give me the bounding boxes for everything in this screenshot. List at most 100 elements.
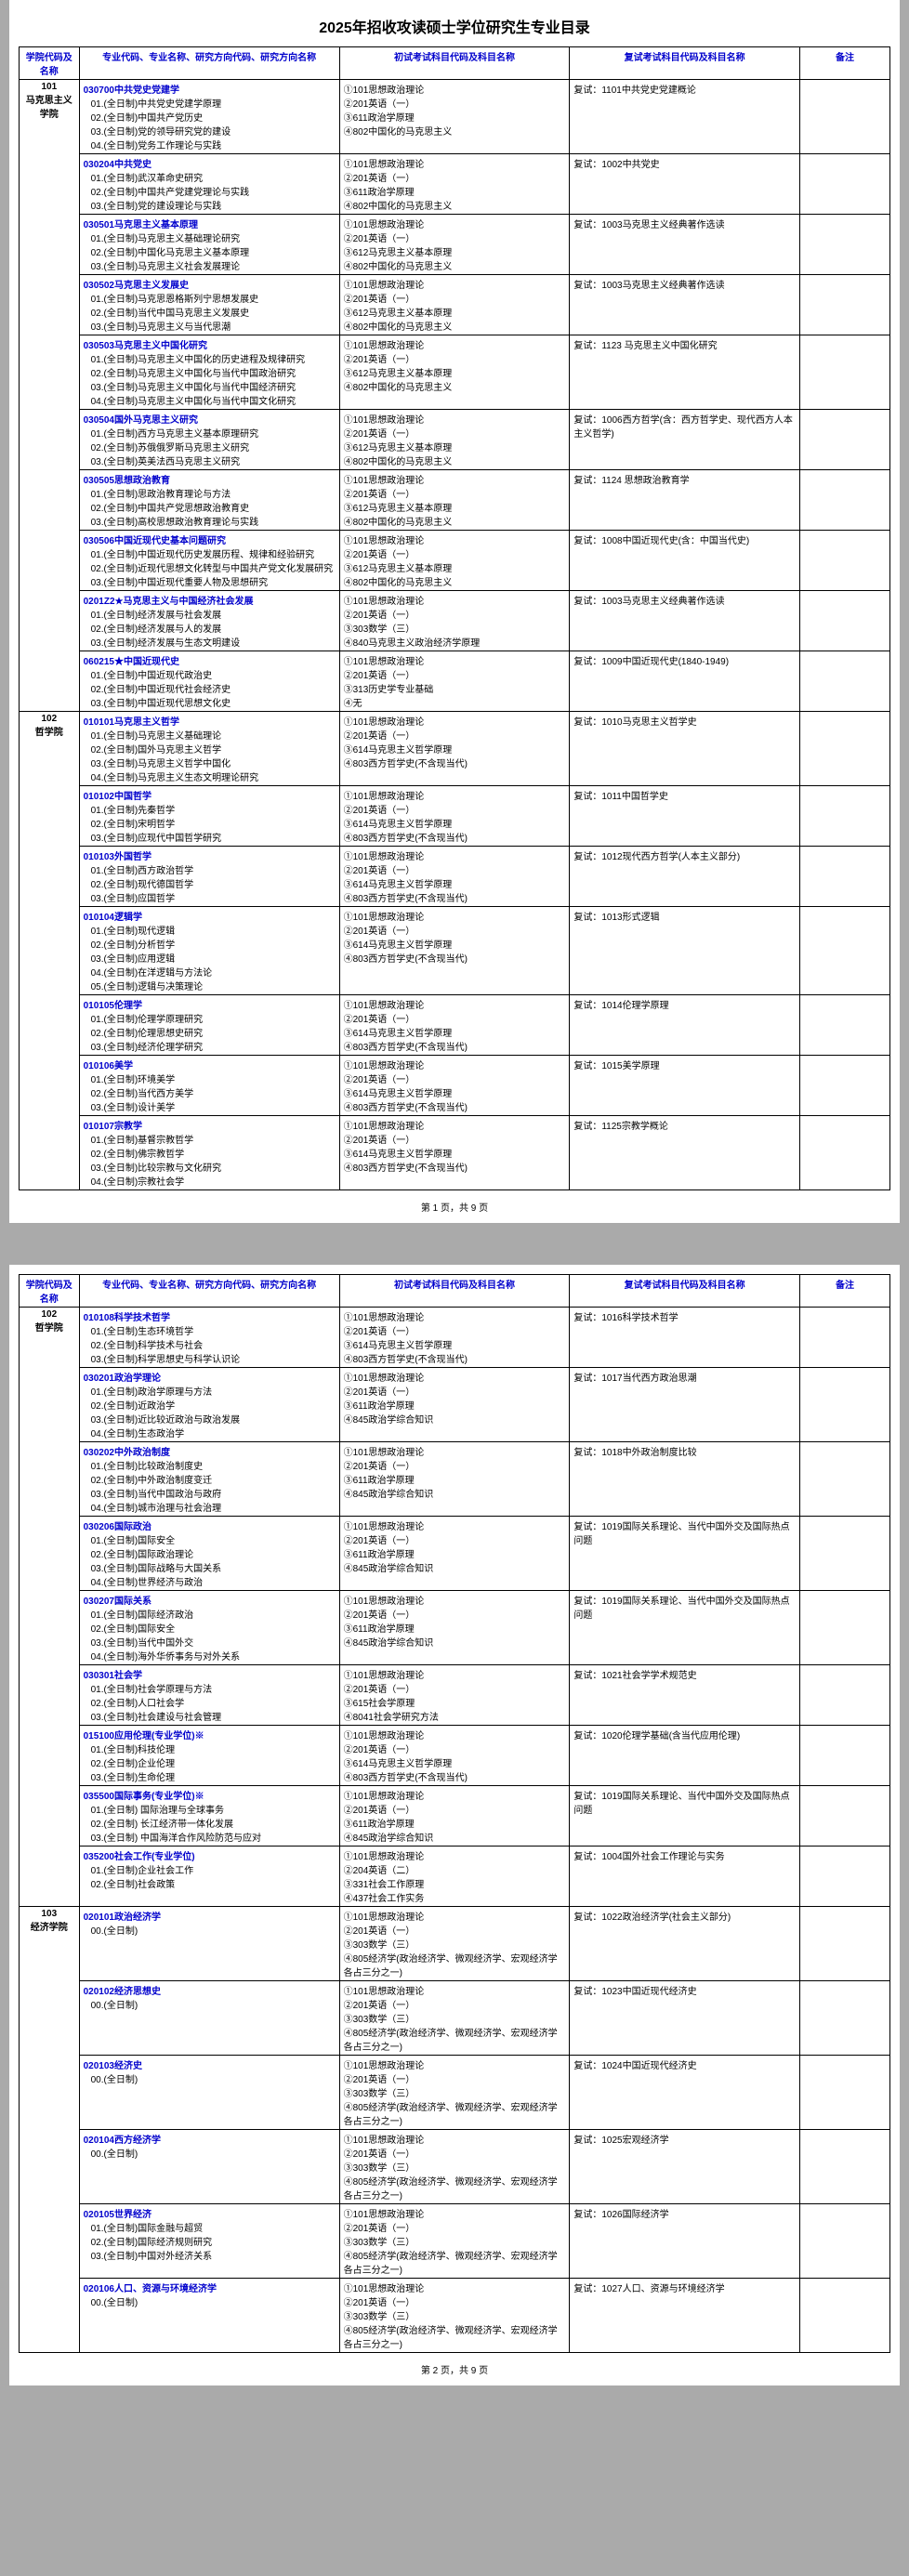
retest-cell: 复试：1023中国近现代经济史 [570,1981,800,2056]
retest-cell: 复试：1019国际关系理论、当代中国外交及国际热点问题 [570,1786,800,1847]
remark-cell [800,847,890,907]
major-cell: 010104逻辑学01.(全日制)现代逻辑02.(全日制)分析哲学03.(全日制… [79,907,339,995]
prelim-cell: ①101思想政治理论②201英语（一）③303数学（三）④840马克思主义政治经… [339,591,570,651]
retest-cell: 复试：1019国际关系理论、当代中国外交及国际热点问题 [570,1517,800,1591]
page-footer-2: 第 2 页，共 9 页 [19,2362,890,2376]
major-cell: 030501马克思主义基本原理01.(全日制)马克思主义基础理论研究02.(全日… [79,215,339,275]
remark-cell [800,995,890,1056]
major-cell: 030506中国近现代史基本问题研究01.(全日制)中国近现代历史发展历程、规律… [79,531,339,591]
retest-cell: 复试：1003马克思主义经典著作选读 [570,215,800,275]
prelim-cell: ①101思想政治理论②201英语（一）③611政治学原理④845政治学综合知识 [339,1591,570,1665]
retest-cell: 复试：1017当代西方政治思潮 [570,1368,800,1442]
remark-cell [800,215,890,275]
retest-cell: 复试：1014伦理学原理 [570,995,800,1056]
remark-cell [800,907,890,995]
retest-cell: 复试：1018中外政治制度比较 [570,1442,800,1517]
remark-cell [800,1591,890,1665]
prelim-cell: ①101思想政治理论②201英语（一）③614马克思主义哲学原理④803西方哲学… [339,786,570,847]
major-cell: 020103经济史00.(全日制) [79,2056,339,2130]
prelim-cell: ①101思想政治理论②201英语（一）③303数学（三）④805经济学(政治经济… [339,1981,570,2056]
prelim-cell: ①101思想政治理论②201英语（一）③614马克思主义哲学原理④803西方哲学… [339,712,570,786]
hdr-remark: 备注 [800,47,890,80]
prelim-cell: ①101思想政治理论②201英语（一）③612马克思主义基本原理④802中国化的… [339,215,570,275]
major-cell: 030202中外政治制度01.(全日制)比较政治制度史02.(全日制)中外政治制… [79,1442,339,1517]
prelim-cell: ①101思想政治理论②201英语（一）③303数学（三）④805经济学(政治经济… [339,1907,570,1981]
remark-cell [800,2279,890,2353]
retest-cell: 复试：1024中国近现代经济史 [570,2056,800,2130]
major-cell: 020105世界经济01.(全日制)国际金融与超贸02.(全日制)国际经济规则研… [79,2204,339,2279]
prelim-cell: ①101思想政治理论②201英语（一）③614马克思主义哲学原理④803西方哲学… [339,995,570,1056]
retest-cell: 复试：1021社会学学术规范史 [570,1665,800,1726]
college-cell: 101马克思主义学院 [20,80,80,712]
prelim-cell: ①101思想政治理论②201英语（一）③612马克思主义基本原理④802中国化的… [339,275,570,335]
retest-cell: 复试：1003马克思主义经典著作选读 [570,275,800,335]
college-cell: 103经济学院 [20,1907,80,2353]
retest-cell: 复试：1013形式逻辑 [570,907,800,995]
hdr-college: 学院代码及名称 [20,47,80,80]
prelim-cell: ①101思想政治理论②201英语（一）③614马克思主义哲学原理④803西方哲学… [339,1726,570,1786]
prelim-cell: ①101思想政治理论②201英语（一）③615社会学原理④8041社会学研究方法 [339,1665,570,1726]
major-cell: 0201Z2★马克思主义与中国经济社会发展01.(全日制)经济发展与社会发展02… [79,591,339,651]
prelim-cell: ①101思想政治理论②201英语（一）③303数学（三）④805经济学(政治经济… [339,2130,570,2204]
doc-title: 2025年招收攻读硕士学位研究生专业目录 [19,15,890,37]
remark-cell [800,1116,890,1190]
major-cell: 020101政治经济学00.(全日制) [79,1907,339,1981]
remark-cell [800,154,890,215]
major-cell: 030301社会学01.(全日制)社会学原理与方法02.(全日制)人口社会学03… [79,1665,339,1726]
major-cell: 030700中共党史党建学01.(全日制)中共党史党建学原理02.(全日制)中国… [79,80,339,154]
remark-cell [800,2130,890,2204]
retest-cell: 复试：1022政治经济学(社会主义部分) [570,1907,800,1981]
retest-cell: 复试：1020伦理学基础(含当代应用伦理) [570,1726,800,1786]
prelim-cell: ①101思想政治理论②201英语（一）③303数学（三）④805经济学(政治经济… [339,2279,570,2353]
catalog-table-2: 学院代码及名称 专业代码、专业名称、研究方向代码、研究方向名称 初试考试科目代码… [19,1274,890,2353]
prelim-cell: ①101思想政治理论②201英语（一）③614马克思主义哲学原理④803西方哲学… [339,907,570,995]
major-cell: 020102经济思想史00.(全日制) [79,1981,339,2056]
prelim-cell: ①101思想政治理论②201英语（一）③313历史学专业基础④无 [339,651,570,712]
hdr-prelim-2: 初试考试科目代码及科目名称 [339,1275,570,1308]
remark-cell [800,1308,890,1368]
major-cell: 010102中国哲学01.(全日制)先秦哲学02.(全日制)宋明哲学03.(全日… [79,786,339,847]
prelim-cell: ①101思想政治理论②201英语（一）③611政治学原理④845政治学综合知识 [339,1442,570,1517]
major-cell: 010105伦理学01.(全日制)伦理学原理研究02.(全日制)伦理思想史研究0… [79,995,339,1056]
prelim-cell: ①101思想政治理论②201英语（一）③611政治学原理④802中国化的马克思主… [339,154,570,215]
retest-cell: 复试：1101中共党史党建概论 [570,80,800,154]
major-cell: 030505思想政治教育01.(全日制)思政治教育理论与方法02.(全日制)中国… [79,470,339,531]
major-cell: 020104西方经济学00.(全日制) [79,2130,339,2204]
prelim-cell: ①101思想政治理论②201英语（一）③303数学（三）④805经济学(政治经济… [339,2056,570,2130]
major-cell: 060215★中国近现代史01.(全日制)中国近现代政治史02.(全日制)中国近… [79,651,339,712]
major-cell: 035500国际事务(专业学位)※01.(全日制) 国际治理与全球事务02.(全… [79,1786,339,1847]
remark-cell [800,1786,890,1847]
major-cell: 035200社会工作(专业学位)01.(全日制)企业社会工作02.(全日制)社会… [79,1847,339,1907]
retest-cell: 复试：1012现代西方哲学(人本主义部分) [570,847,800,907]
hdr-major: 专业代码、专业名称、研究方向代码、研究方向名称 [79,47,339,80]
remark-cell [800,275,890,335]
retest-cell: 复试：1002中共党史 [570,154,800,215]
prelim-cell: ①101思想政治理论②201英语（一）③611政治学原理④802中国化的马克思主… [339,80,570,154]
retest-cell: 复试：1008中国近现代史(含：中国当代史) [570,531,800,591]
retest-cell: 复试：1125宗教学概论 [570,1116,800,1190]
prelim-cell: ①101思想政治理论②201英语（一）③612马克思主义基本原理④802中国化的… [339,335,570,410]
prelim-cell: ①101思想政治理论②201英语（一）③611政治学原理④845政治学综合知识 [339,1368,570,1442]
hdr-prelim: 初试考试科目代码及科目名称 [339,47,570,80]
major-cell: 010106美学01.(全日制)环境美学02.(全日制)当代西方美学03.(全日… [79,1056,339,1116]
retest-cell: 复试：1016科学技术哲学 [570,1308,800,1368]
major-cell: 030204中共党史01.(全日制)武汉革命史研究02.(全日制)中国共产党建党… [79,154,339,215]
major-cell: 010101马克思主义哲学01.(全日制)马克思主义基础理论02.(全日制)国外… [79,712,339,786]
remark-cell [800,651,890,712]
retest-cell: 复试：1009中国近现代史(1840-1949) [570,651,800,712]
remark-cell [800,712,890,786]
page-2: 学院代码及名称 专业代码、专业名称、研究方向代码、研究方向名称 初试考试科目代码… [9,1265,900,2385]
remark-cell [800,531,890,591]
catalog-table-1: 学院代码及名称 专业代码、专业名称、研究方向代码、研究方向名称 初试考试科目代码… [19,46,890,1190]
retest-cell: 复试：1026国际经济学 [570,2204,800,2279]
hdr-major-2: 专业代码、专业名称、研究方向代码、研究方向名称 [79,1275,339,1308]
remark-cell [800,1907,890,1981]
page-footer-1: 第 1 页，共 9 页 [19,1200,890,1214]
retest-cell: 复试：1006西方哲学(含：西方哲学史、现代西方人本主义哲学) [570,410,800,470]
remark-cell [800,470,890,531]
major-cell: 030504国外马克思主义研究01.(全日制)西方马克思主义基本原理研究02.(… [79,410,339,470]
hdr-college-2: 学院代码及名称 [20,1275,80,1308]
remark-cell [800,80,890,154]
major-cell: 010103外国哲学01.(全日制)西方政治哲学02.(全日制)现代德国哲学03… [79,847,339,907]
major-cell: 015100应用伦理(专业学位)※01.(全日制)科技伦理02.(全日制)企业伦… [79,1726,339,1786]
